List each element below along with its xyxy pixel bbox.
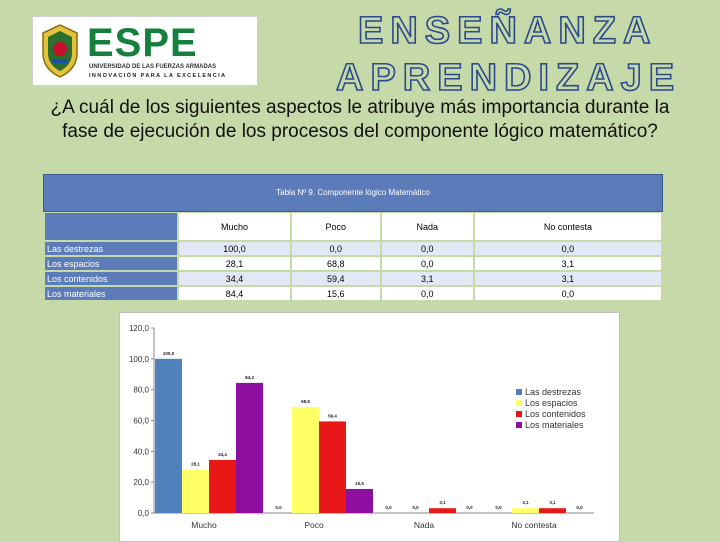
table-cell: 0,0 — [474, 287, 661, 300]
bar-data-label: 3,1 — [439, 500, 446, 505]
table-cell: 100,0 — [179, 242, 290, 255]
bar-data-label: 3,1 — [522, 500, 529, 505]
table-cell: 28,1 — [179, 257, 290, 270]
y-tick-label: 20,0 — [133, 478, 149, 487]
header-title-line1: ENSEÑANZA — [357, 9, 658, 53]
x-category-label: No contesta — [511, 520, 557, 530]
table-cell: 0,0 — [381, 257, 473, 270]
table-cell: 84,4 — [179, 287, 290, 300]
table-cell: 59,4 — [291, 272, 380, 285]
table-cell: 0,0 — [381, 287, 473, 300]
table-caption: Tabla Nº 9. Componente lógico Matemático — [43, 174, 663, 212]
table-cell: 3,1 — [474, 257, 661, 270]
y-tick-label: 120,0 — [129, 324, 150, 333]
bar-data-label: 34,4 — [218, 452, 227, 457]
column-header: Nada — [381, 213, 473, 240]
row-label: Las destrezas — [45, 242, 177, 255]
bar — [182, 469, 209, 513]
espe-logo: ESPE UNIVERSIDAD DE LAS FUERZAS ARMADAS … — [32, 16, 258, 86]
logo-wordmark: ESPE — [87, 21, 198, 65]
y-tick-label: 80,0 — [133, 386, 149, 395]
table-header-row: Mucho Poco Nada No contesta — [45, 213, 661, 240]
x-category-label: Nada — [414, 520, 435, 530]
bar-data-label: 59,4 — [328, 413, 337, 418]
x-category-label: Poco — [304, 520, 324, 530]
legend-swatch — [516, 411, 522, 417]
table-corner-cell — [45, 213, 177, 240]
table-row: Los espacios 28,1 68,8 0,0 3,1 — [45, 257, 661, 270]
bar — [429, 508, 456, 513]
table-row: Los contenidos 34,4 59,4 3,1 3,1 — [45, 272, 661, 285]
table-row: Los materiales 84,4 15,6 0,0 0,0 — [45, 287, 661, 300]
bar — [512, 508, 539, 513]
row-label: Los materiales — [45, 287, 177, 300]
crest-icon — [42, 24, 78, 78]
column-header: Poco — [291, 213, 380, 240]
bar-data-label: 0,0 — [466, 505, 473, 510]
bar-data-label: 84,4 — [245, 375, 254, 380]
survey-question: ¿A cuál de los siguientes aspectos le at… — [50, 97, 670, 142]
table-cell: 3,1 — [474, 272, 661, 285]
y-tick-label: 100,0 — [129, 355, 150, 364]
bar — [236, 382, 263, 513]
bar — [292, 406, 319, 513]
legend-entry: Los espacios — [525, 398, 578, 408]
row-label: Los espacios — [45, 257, 177, 270]
bar-data-label: 28,1 — [191, 462, 200, 467]
bar — [155, 358, 182, 513]
bar-data-label: 0,0 — [576, 505, 583, 510]
y-tick-label: 40,0 — [133, 447, 149, 456]
logo-university-name: UNIVERSIDAD DE LAS FUERZAS ARMADAS — [89, 64, 217, 70]
bar-data-label: 68,8 — [301, 399, 310, 404]
bar-chart: 0,0 20,0 40,0 60,0 80,0 100,0 120,0 100,0 28,1 34… — [119, 312, 620, 542]
bar-data-label: 0,0 — [412, 505, 419, 510]
logo-tagline: INNOVACIÓN PARA LA EXCELENCIA — [89, 73, 227, 79]
bar — [346, 488, 373, 513]
bar — [209, 459, 236, 513]
column-header: Mucho — [179, 213, 290, 240]
table-cell: 0,0 — [291, 242, 380, 255]
bar-data-label: 0,0 — [495, 505, 502, 510]
bar — [319, 421, 346, 513]
x-category-label: Mucho — [191, 520, 217, 530]
bar-chart-canvas: 0,0 20,0 40,0 60,0 80,0 100,0 120,0 100,0 28,1 34… — [129, 324, 594, 530]
legend-swatch — [516, 389, 522, 395]
table-cell: 0,0 — [474, 242, 661, 255]
results-table: Mucho Poco Nada No contesta Las destreza… — [43, 211, 663, 302]
legend-entry: Los materiales — [525, 420, 584, 430]
table-cell: 68,8 — [291, 257, 380, 270]
row-label: Los contenidos — [45, 272, 177, 285]
column-header: No contesta — [474, 213, 661, 240]
y-tick-label: 60,0 — [133, 417, 149, 426]
table-cell: 34,4 — [179, 272, 290, 285]
bar-data-label: 100,0 — [163, 351, 175, 356]
table-cell: 0,0 — [381, 242, 473, 255]
header-title-line2: APRENDIZAJE — [335, 56, 682, 100]
bar — [539, 508, 566, 513]
legend-entry: Las destrezas — [525, 387, 582, 397]
y-tick-label: 0,0 — [138, 509, 150, 518]
legend-swatch — [516, 422, 522, 428]
bar-data-label: 0,0 — [385, 505, 392, 510]
bar-data-label: 0,0 — [275, 505, 282, 510]
legend-swatch — [516, 400, 522, 406]
bar-data-label: 3,1 — [549, 500, 556, 505]
table-row: Las destrezas 100,0 0,0 0,0 0,0 — [45, 242, 661, 255]
table-cell: 3,1 — [381, 272, 473, 285]
legend-entry: Los contenidos — [525, 409, 586, 419]
table-cell: 15,6 — [291, 287, 380, 300]
bar-data-label: 15,6 — [355, 481, 364, 486]
